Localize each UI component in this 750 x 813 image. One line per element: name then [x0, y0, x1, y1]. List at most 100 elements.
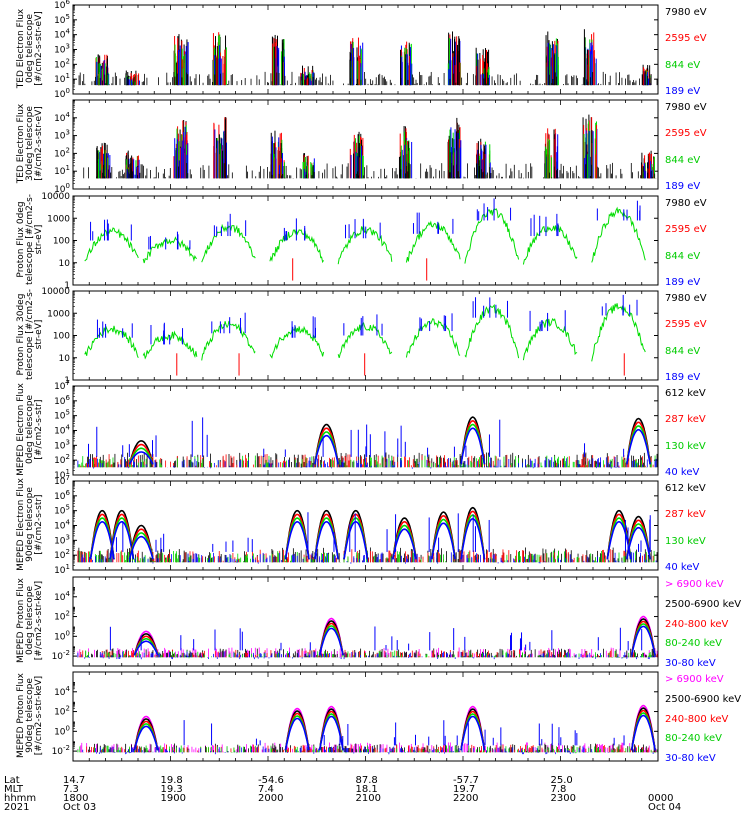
legend-entry: 189 eV [665, 277, 700, 288]
y-tick-label: 103 [54, 43, 70, 56]
y-tick-label: 10000 [41, 192, 70, 202]
legend-entry: 2595 eV [665, 128, 707, 139]
y-axis-label: MEPED Electron Flux 0deg telescope [#/cm… [17, 383, 44, 476]
series-group [85, 198, 646, 280]
series-group [78, 617, 657, 660]
series-group [85, 295, 646, 376]
y-tick-label: 1000 [47, 214, 70, 224]
y-tick-label: 102 [54, 57, 70, 70]
y-tick-label: 106 [54, 489, 70, 502]
y-tick-label: 104 [54, 590, 70, 603]
y-tick-label: 100 [53, 332, 70, 342]
y-axis-label: MEPED Electron Flux 90deg telescope [#/c… [17, 478, 44, 571]
y-tick-label: 102 [54, 453, 70, 466]
panel-plot-7: 10-2 100 102 104 [0, 575, 750, 670]
y-tick-label: 105 [54, 13, 70, 26]
legend-entry: 612 keV [665, 483, 706, 494]
plot-frame [73, 196, 658, 285]
y-tick-label: 105 [54, 409, 70, 422]
flux-trace [85, 326, 139, 358]
legend-entry: 287 keV [665, 414, 706, 425]
legend-entry: 2595 eV [665, 319, 707, 330]
y-tick-label: 100 [53, 237, 70, 247]
legend-entry: 189 eV [665, 372, 700, 383]
flux-trace [338, 323, 392, 358]
series-group [78, 417, 657, 469]
y-tick-label: 106 [54, 394, 70, 407]
flux-trace [202, 321, 256, 360]
legend-entry: 130 keV [665, 536, 706, 547]
y-tick-label: 10 [59, 259, 71, 269]
legend-entry: 130 keV [665, 441, 706, 452]
legend-entry: 612 keV [665, 388, 706, 399]
y-tick-label: 104 [54, 519, 70, 532]
legend-entry: 2595 eV [665, 224, 707, 235]
y-axis-label: TED Electron Flux 0deg telescope [#/cm2-… [17, 2, 44, 95]
legend-entry: 2595 eV [665, 33, 707, 44]
y-tick-label: 104 [54, 111, 70, 124]
legend-entry: 844 eV [665, 155, 700, 166]
flux-trace [143, 238, 197, 263]
legend: 7980 eV 2595 eV 844 eV 189 eV [665, 3, 750, 96]
flux-trace [202, 226, 256, 263]
legend-entry: 844 eV [665, 60, 700, 71]
legend-entry: 189 eV [665, 86, 700, 97]
legend: 7980 eV 2595 eV 844 eV 189 eV [665, 289, 750, 382]
y-tick-label: 101 [54, 72, 70, 85]
y-tick-label: 103 [54, 533, 70, 546]
y-tick-label: 106 [54, 0, 70, 11]
y-axis-label: Proton Flux 0deg telescope [#/cm2-s-str-… [17, 193, 44, 286]
y-tick-label: 102 [54, 610, 70, 623]
flux-trace [338, 226, 392, 264]
y-tick-label: 10000 [41, 287, 70, 297]
y-tick-label: 1000 [47, 309, 70, 319]
legend-entry: 189 eV [665, 181, 700, 192]
legend-entry: 40 keV [665, 467, 699, 478]
flux-trace [406, 222, 460, 262]
legend: 612 keV 287 keV 130 keV 40 keV [665, 384, 750, 477]
legend: 612 keV 287 keV 130 keV 40 keV [665, 479, 750, 572]
y-tick-label: 101 [54, 164, 70, 177]
y-tick-label: 103 [54, 129, 70, 142]
y-tick-label: 10 [59, 354, 71, 364]
legend-entry: 844 eV [665, 251, 700, 262]
legend: 7980 eV 2595 eV 844 eV 189 eV [665, 98, 750, 191]
legend-entry: 287 keV [665, 509, 706, 520]
legend: 7980 eV 2595 eV 844 eV 189 eV [665, 194, 750, 287]
series-group [79, 29, 657, 85]
plot-frame [73, 291, 658, 380]
legend-entry: 7980 eV [665, 293, 707, 304]
legend-entry: 7980 eV [665, 102, 707, 113]
y-tick-label: 100 [54, 629, 70, 642]
y-tick-label: 104 [54, 424, 70, 437]
y-tick-label: 104 [54, 28, 70, 41]
y-tick-label: 10-2 [52, 649, 70, 662]
series-group [84, 115, 656, 179]
legend-entry: 7980 eV [665, 198, 707, 209]
legend-entry: 844 eV [665, 346, 700, 357]
series-group [78, 508, 657, 564]
legend-entry: 40 keV [665, 562, 699, 573]
legend-entry: 7980 eV [665, 7, 707, 18]
y-axis-label: Proton Flux 30deg telescope [#/cm2-s-str… [17, 288, 44, 381]
y-tick-label: 102 [54, 548, 70, 561]
y-tick-label: 103 [54, 438, 70, 451]
flux-trace [344, 522, 367, 560]
flux-trace [523, 319, 577, 360]
y-tick-label: 105 [54, 504, 70, 517]
y-axis-label: TED Electron Flux 30deg telescope [#/cm2… [17, 97, 44, 190]
